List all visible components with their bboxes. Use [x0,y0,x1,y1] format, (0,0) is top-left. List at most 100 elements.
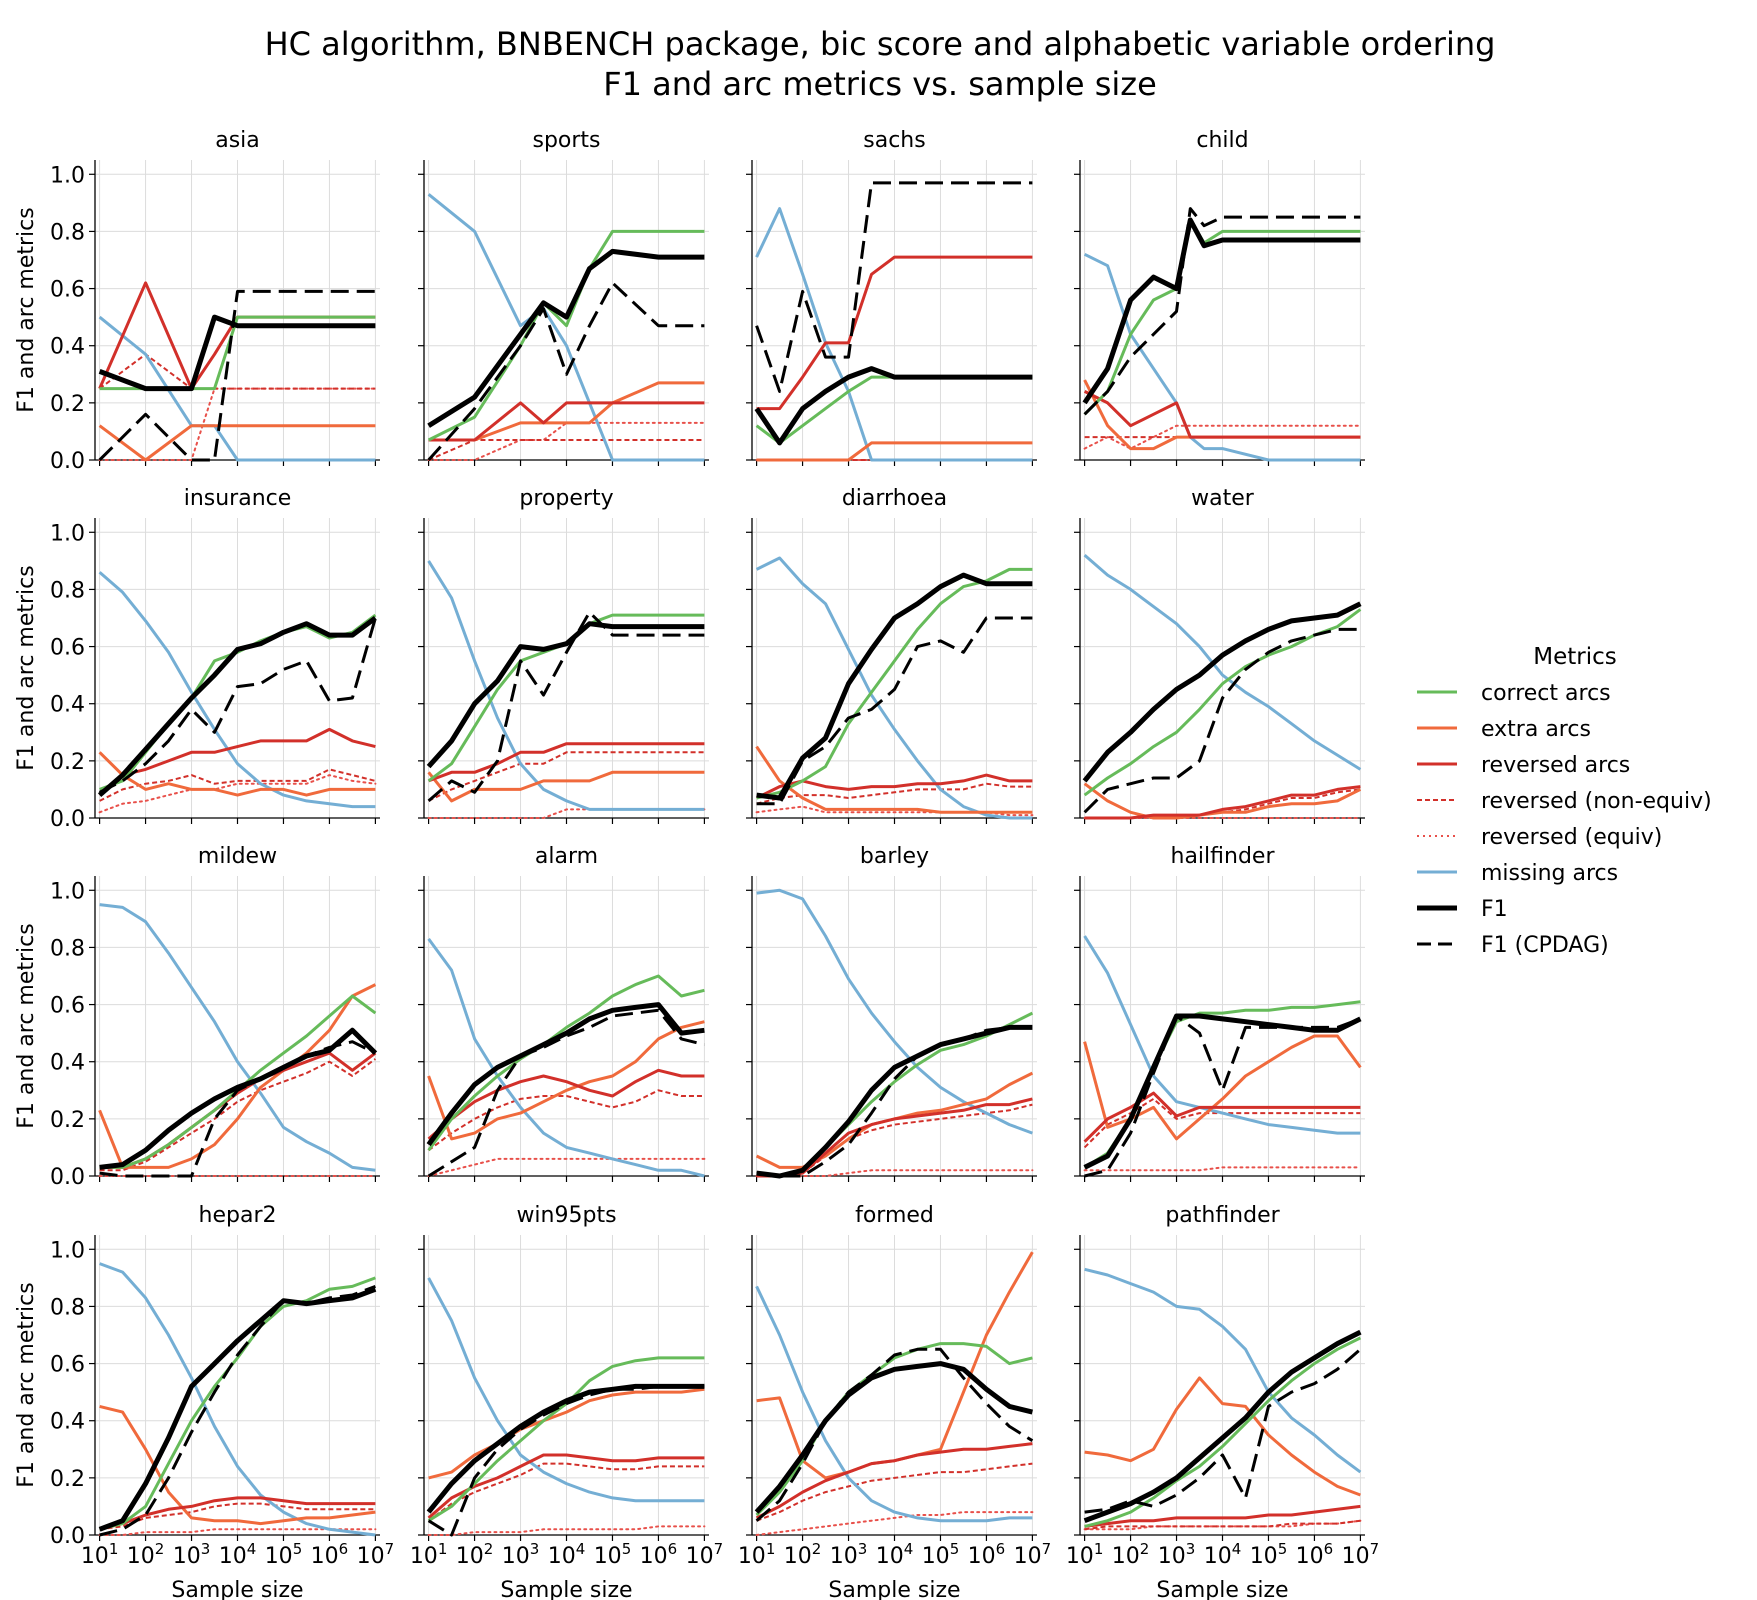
series-line-f1_cpdag [1083,207,1361,416]
legend-label: correct arcs [1481,681,1611,706]
y-tick-label: 1.0 [50,879,85,904]
grid [752,876,1037,1177]
series-line-rev_equiv [98,774,377,814]
x-axis-label: Sample size [500,1578,632,1600]
x-tick-label: 104 [548,1540,586,1569]
legend-title: Metrics [1533,644,1617,670]
series-line-f1_cpdag [1084,1348,1362,1514]
x-tick-label: 103 [173,1540,211,1569]
series-line-f1 [426,1002,705,1147]
y-tick-label: 0.4 [50,1410,85,1435]
series-line-f1 [99,1027,378,1170]
chart-panel-sachs: sachs [746,128,1037,466]
legend-item-rev_equiv: reversed (equiv) [1417,825,1662,850]
x-tick-label: 104 [219,1540,257,1569]
series-line-f1_cpdag [427,610,705,803]
legend-item-correct: correct arcs [1417,681,1611,706]
chart-panel-insurance: 0.0 0.2 0.4 0.6 0.8 1.0 F1 and arc metrics insu… [14,486,380,832]
y-tick-label: 0.2 [50,1467,85,1492]
series-line-f1_cpdag [756,1025,1033,1178]
series-line-rev_equiv [98,387,377,461]
series-line-missing [756,888,1033,1135]
chart-panel-pathfinder: 101 102 103 104 105 106 107 Sample size pathfind… [1066,1203,1379,1600]
legend-item-f1_cpdag: F1 (CPDAG) [1417,933,1609,958]
panel-title: pathfinder [1165,1203,1280,1228]
series-line-extra [756,441,1033,462]
series-line-f1 [427,248,705,428]
x-tick-label: 105 [922,1540,960,1569]
series-line-missing [427,938,705,1178]
series-line-rev_equiv [1083,424,1362,450]
y-tick-label: 0.6 [50,636,85,661]
x-axis-label: Sample size [828,1578,960,1600]
x-tick-label: 103 [830,1540,868,1569]
series-line-extra [427,770,705,803]
y-tick-label: 0.2 [50,1108,85,1133]
x-tick-label: 101 [1066,1540,1104,1569]
series-line-extra [427,1020,705,1141]
y-tick-label: 0.0 [50,1165,85,1190]
panel-title: hepar2 [199,1203,277,1228]
series-line-rev_equiv [427,1157,706,1177]
grid [95,160,380,461]
series-line-correct [756,567,1033,800]
grid [752,1235,1037,1536]
series-line-f1 [1082,217,1361,405]
panel-title: win95pts [516,1203,616,1228]
series-line-rev_equiv [1083,1166,1362,1172]
series-line-f1 [754,366,1033,446]
series-line-missing [755,1285,1033,1523]
series-line-f1 [98,1286,377,1532]
x-tick-label: 102 [456,1540,494,1569]
y-tick-label: 0.4 [50,1051,85,1076]
panel-title: mildew [198,844,277,869]
series-line-missing [427,1277,705,1503]
series-line-reversed [1083,1091,1361,1143]
y-axis-label: F1 and arc metrics [14,1282,39,1487]
legend-item-f1: F1 [1417,897,1508,922]
series-line-missing [755,207,1033,462]
figure-title-line1: HC algorithm, BNBENCH package, bic score… [265,25,1496,63]
series-line-missing [427,560,705,811]
y-tick-label: 0.0 [50,807,85,832]
grid [95,876,380,1177]
x-tick-label: 105 [265,1540,303,1569]
series-line-rev_nonequiv [756,782,1033,805]
legend-label: F1 [1481,897,1508,922]
chart-panel-hailfinder: hailfinder [1074,844,1365,1182]
series-line-rev_nonequiv [99,353,376,390]
series-line-f1_cpdag [427,1008,705,1178]
series-line-missing [1084,1267,1362,1474]
panel-title: property [519,486,613,511]
x-tick-label: 101 [410,1540,448,1569]
y-tick-label: 0.0 [50,449,85,474]
series-line-f1 [426,1383,705,1514]
legend-items: correct arcs extra arcs reversed arcs rever… [1417,681,1712,958]
series-line-extra [428,1387,705,1480]
x-tick-label: 107 [357,1540,395,1569]
series-line-f1_cpdag [98,289,376,462]
y-tick-label: 0.8 [50,220,85,245]
panel-title: sachs [863,128,925,153]
panel-title: insurance [184,486,292,511]
x-tick-label: 103 [502,1540,540,1569]
x-tick-label: 105 [594,1540,632,1569]
x-tick-label: 105 [1250,1540,1288,1569]
chart-panel-formed: 101 102 103 104 105 106 107 Sample size formed [738,1203,1051,1600]
grid [95,1235,380,1536]
series-line-reversed [755,1442,1033,1520]
x-tick-label: 107 [686,1540,724,1569]
series-line-missing [99,903,376,1172]
series-line-f1 [754,1361,1034,1514]
y-axis-label: F1 and arc metrics [14,923,39,1128]
x-tick-label: 104 [1204,1540,1242,1569]
series-line-rev_equiv [755,1511,1034,1536]
series-line-f1 [1083,1329,1362,1524]
series-line-reversed [427,1068,705,1141]
legend-item-reversed: reversed arcs [1417,753,1630,778]
y-tick-label: 0.8 [50,578,85,603]
series-line-extra [755,745,1033,814]
grid [752,160,1037,461]
chart-panel-hepar2: 0.0 0.2 0.4 0.6 0.8 1.0 F1 and arc metrics 101 1… [14,1203,394,1600]
chart-panel-win95pts: 101 102 103 104 105 106 107 Sample size win95pts [410,1203,723,1600]
